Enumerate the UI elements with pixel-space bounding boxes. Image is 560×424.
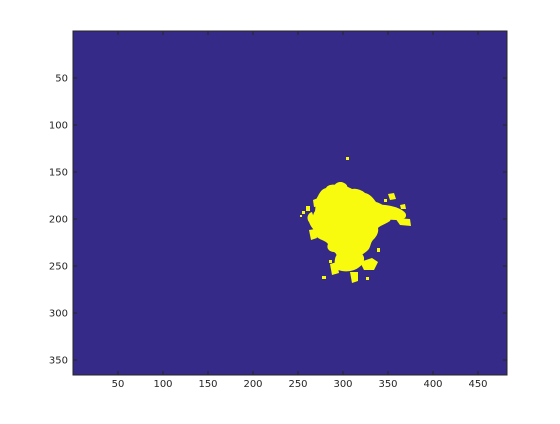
x-tick-label: 100 bbox=[153, 379, 172, 390]
y-tick: 300 bbox=[49, 309, 507, 320]
x-tick-label: 50 bbox=[112, 379, 125, 390]
x-tick: 350 bbox=[378, 31, 398, 390]
x-tick: 450 bbox=[468, 31, 488, 390]
x-tick: 100 bbox=[153, 31, 173, 390]
axes-box bbox=[72, 30, 508, 376]
x-axis: 50 100 150 200 250 300 bbox=[112, 31, 488, 390]
y-tick: 150 bbox=[49, 168, 507, 179]
y-tick-label: 100 bbox=[49, 121, 68, 132]
y-tick-label: 250 bbox=[49, 262, 68, 273]
y-tick: 250 bbox=[49, 262, 507, 273]
y-axis: 50 100 150 200 250 300 bbox=[49, 74, 507, 367]
x-tick: 150 bbox=[198, 31, 218, 390]
y-tick: 50 bbox=[55, 74, 507, 85]
x-tick: 300 bbox=[333, 31, 353, 390]
binary-mask-background bbox=[73, 31, 507, 375]
x-tick-label: 300 bbox=[333, 379, 352, 390]
y-tick: 200 bbox=[49, 215, 507, 226]
y-tick-label: 350 bbox=[49, 356, 68, 367]
y-tick-label: 150 bbox=[49, 168, 68, 179]
x-tick: 50 bbox=[112, 31, 125, 390]
segmented-blob bbox=[300, 157, 411, 283]
x-tick: 400 bbox=[423, 31, 443, 390]
x-tick-label: 200 bbox=[243, 379, 262, 390]
y-tick-label: 300 bbox=[49, 309, 68, 320]
y-tick-label: 50 bbox=[55, 74, 68, 85]
x-tick-label: 350 bbox=[378, 379, 397, 390]
x-tick-label: 400 bbox=[423, 379, 442, 390]
x-tick: 250 bbox=[288, 31, 308, 390]
x-tick-label: 250 bbox=[288, 379, 307, 390]
y-tick: 100 bbox=[49, 121, 507, 132]
x-tick-label: 150 bbox=[198, 379, 217, 390]
x-tick-label: 450 bbox=[468, 379, 487, 390]
x-tick: 200 bbox=[243, 31, 263, 390]
y-tick: 350 bbox=[49, 356, 507, 367]
y-tick-label: 200 bbox=[49, 215, 68, 226]
